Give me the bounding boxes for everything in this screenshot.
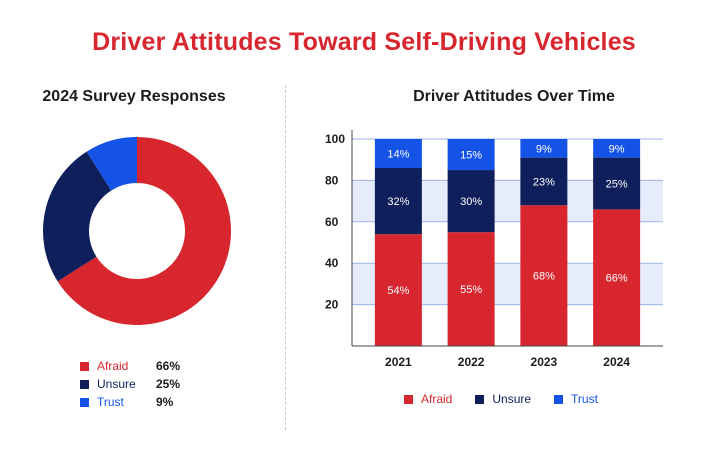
bar-trust-2021 [374,139,422,168]
bar-data-label: 14% [387,148,409,160]
donut-legend: Afraid 66% Unsure 25% Trust 9% [80,357,180,411]
bar-legend-label-trust: Trust [571,392,598,406]
legend-swatch-trust [80,397,89,407]
y-tick-label: 60 [325,215,339,229]
legend-label-afraid: Afraid [97,359,129,373]
donut-slice-unsure [43,151,112,282]
bar-legend-swatch-afraid [404,394,413,404]
bar-data-label: 23% [533,176,555,188]
donut-slice-trust [86,137,137,191]
y-tick-label: 40 [325,256,339,270]
legend-swatch-afraid [80,361,89,371]
legend-item-afraid: Afraid 66% [80,357,180,375]
bar-data-label: 9% [609,143,625,155]
x-tick-label: 2022 [458,355,485,369]
bar-legend-swatch-unsure [475,394,485,404]
bar-trust-2022 [447,139,495,171]
bar-afraid-2021 [374,234,422,346]
bar-data-label: 25% [606,179,628,191]
y-tick-label: 100 [325,132,345,146]
bar-unsure-2021 [374,167,422,235]
page-title: Driver Attitudes Toward Self-Driving Veh… [92,28,636,56]
legend-label-trust: Trust [97,395,124,409]
bar-unsure-2023 [520,157,568,206]
legend-item-trust: Trust 9% [80,393,180,411]
bar-legend-label-afraid: Afraid [421,392,453,406]
bar-unsure-2024 [593,157,641,210]
legend-label-unsure: Unsure [97,377,136,391]
bar-data-label: 9% [536,143,552,155]
bar-data-label: 30% [460,196,482,208]
donut-slice-afraid [57,137,231,325]
bar-afraid-2024 [593,209,641,346]
legend-item-unsure: Unsure 25% [80,375,180,393]
y-tick-label: 20 [325,298,339,312]
bar-data-label: 55% [460,284,482,296]
bar-legend: Afraid Unsure Trust [404,392,621,406]
bar-trust-2024 [593,139,641,158]
donut-chart-title: 2024 Survey Responses [42,88,226,105]
legend-swatch-unsure [80,379,89,389]
bar-afraid-2023 [520,205,568,346]
x-tick-label: 2024 [603,355,630,369]
bar-unsure-2022 [447,170,495,233]
bar-legend-swatch-trust [554,394,564,404]
x-tick-label: 2021 [385,355,412,369]
legend-value-afraid: 66% [156,359,181,373]
bar-trust-2023 [520,139,568,158]
bar-legend-item-trust: Trust [554,392,598,406]
bar-legend-label-unsure: Unsure [492,392,532,406]
bar-legend-item-unsure: Unsure [475,392,531,406]
bar-data-label: 32% [387,196,409,208]
bar-data-label: 15% [460,150,482,162]
bar-data-label: 54% [387,285,409,297]
bar-data-label: 68% [533,271,555,283]
legend-value-trust: 9% [156,395,174,409]
bar-data-label: 66% [606,273,628,285]
donut-chart [43,137,231,325]
stacked-bar-chart: 20 40 60 80 100 54% 32% 14% 2021 55% 30% 15% 2022 68%… [325,130,663,369]
x-tick-label: 2023 [531,355,558,369]
legend-value-unsure: 25% [156,377,181,391]
section-divider [285,85,286,430]
bar-legend-item-afraid: Afraid [404,392,452,406]
y-tick-label: 80 [325,173,339,187]
bar-chart-title: Driver Attitudes Over Time [413,88,615,105]
bar-afraid-2022 [447,232,495,346]
